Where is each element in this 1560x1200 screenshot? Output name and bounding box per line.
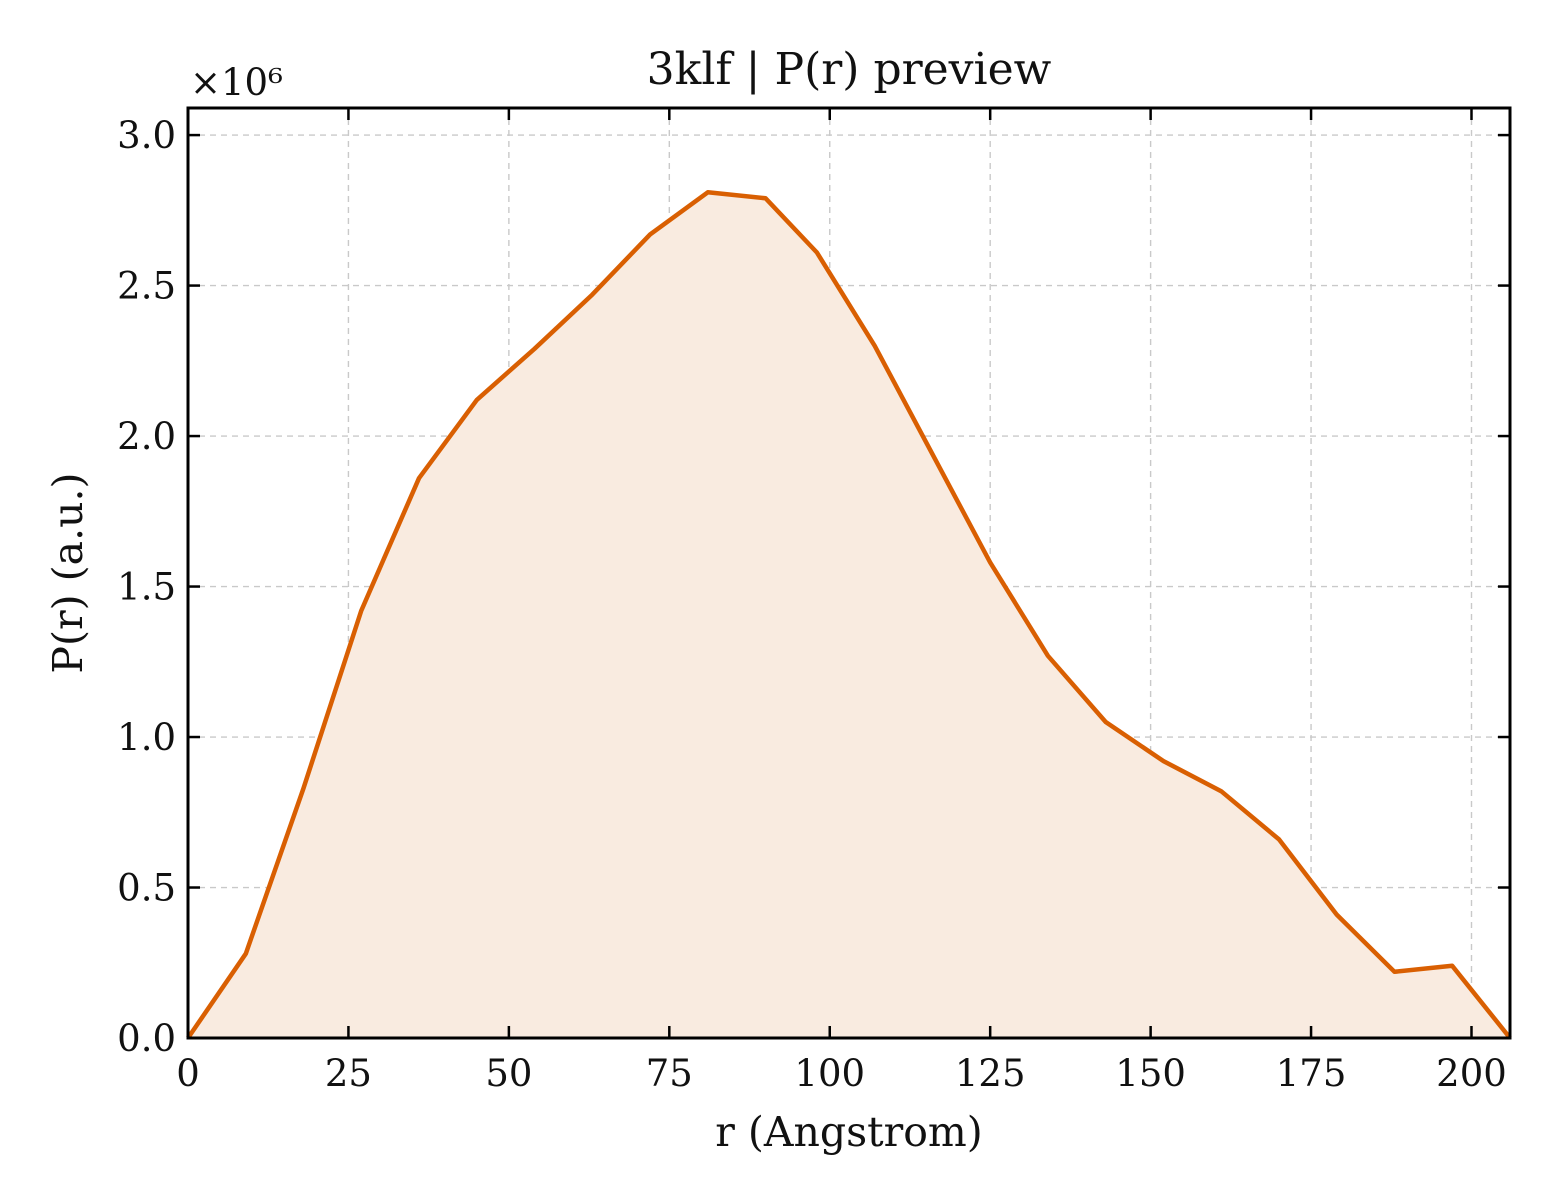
y-axis-label: P(r) (a.u.) (44, 472, 92, 673)
chart-title: 3klf | P(r) preview (647, 44, 1052, 95)
x-tick-label: 125 (955, 1052, 1026, 1095)
y-tick-label: 1.5 (117, 566, 176, 609)
x-axis-label: r (Angstrom) (715, 1108, 983, 1156)
y-axis-multiplier: ×10⁶ (190, 61, 283, 104)
pr-area-fill (188, 192, 1510, 1039)
y-axis-ticks: 0.0 0.5 1.0 1.5 2.0 2.5 3.0 (117, 114, 1510, 1060)
x-tick-label: 25 (325, 1052, 372, 1095)
y-tick-label: 2.5 (117, 265, 176, 308)
x-tick-label: 100 (794, 1052, 865, 1095)
y-tick-label: 2.0 (117, 415, 176, 458)
x-tick-label: 0 (176, 1052, 200, 1095)
x-axis-ticks: 0 25 50 75 100 125 150 175 200 (176, 108, 1507, 1095)
x-tick-label: 175 (1276, 1052, 1347, 1095)
y-tick-label: 0.5 (117, 867, 176, 910)
y-tick-label: 1.0 (117, 716, 176, 759)
x-tick-label: 75 (646, 1052, 693, 1095)
x-tick-label: 50 (485, 1052, 532, 1095)
y-tick-label: 0.0 (117, 1017, 176, 1060)
y-tick-label: 3.0 (117, 114, 176, 157)
x-tick-label: 200 (1436, 1052, 1507, 1095)
pr-series-line (186, 190, 1512, 1040)
plot-frame (186, 106, 1512, 1040)
x-tick-label: 150 (1115, 1052, 1186, 1095)
